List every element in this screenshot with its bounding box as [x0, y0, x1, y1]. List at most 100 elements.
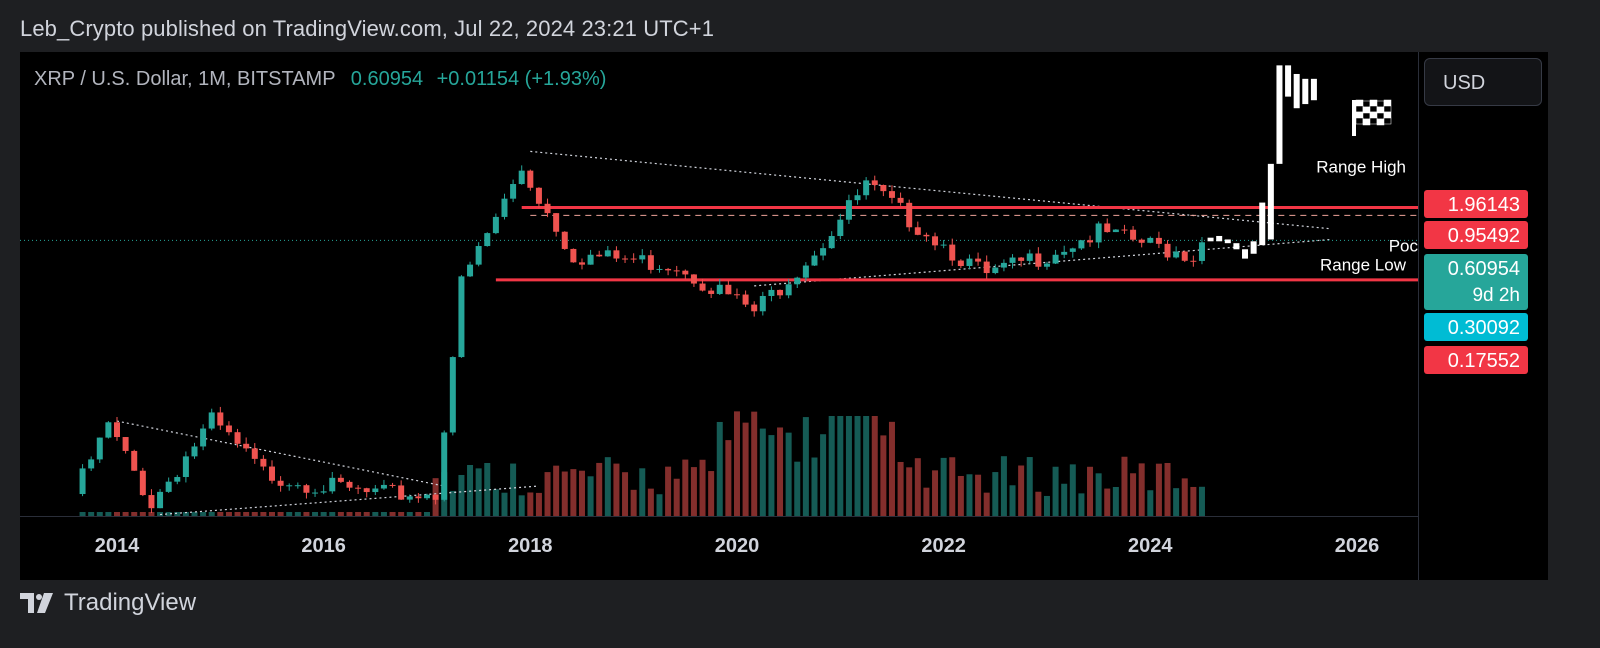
flag-cell [1355, 111, 1364, 119]
volume-bar [1130, 473, 1137, 516]
tradingview-logo-icon [20, 593, 53, 613]
candle [622, 258, 629, 260]
candle [329, 477, 336, 492]
volume-bar [225, 512, 232, 516]
projection-candle [1242, 249, 1249, 259]
price-badge-bg [1424, 221, 1528, 249]
volume-bar [320, 512, 327, 516]
time-scale-divider [20, 516, 1418, 517]
candle [355, 487, 362, 489]
volume-bar [647, 488, 654, 516]
volume-bar [277, 512, 284, 516]
candle [441, 432, 448, 500]
volume-bar [1112, 486, 1119, 516]
candle [1035, 253, 1042, 267]
candle [475, 246, 482, 265]
volume-bar [596, 462, 603, 516]
volume-bar [802, 417, 809, 516]
candle [406, 496, 413, 500]
volume-bar [716, 421, 723, 516]
flag-cell [1369, 99, 1378, 107]
wedge-lower-trendline [754, 238, 1332, 287]
candle [708, 290, 715, 294]
volume-bar [458, 474, 465, 516]
volume-bar [888, 421, 895, 516]
volume-bar [1035, 491, 1042, 516]
volume-bar [294, 512, 301, 516]
volume-bar [1155, 463, 1162, 516]
candle [260, 458, 267, 467]
candle [467, 264, 474, 277]
time-tick-2020: 2020 [715, 535, 760, 557]
trendlines [116, 150, 1332, 516]
candle [294, 485, 301, 487]
volume-bar [561, 471, 568, 516]
flag-cell [1369, 111, 1378, 119]
candle [131, 450, 138, 471]
volume-bar [449, 490, 456, 516]
volume-bar [122, 512, 129, 516]
candle [191, 446, 198, 457]
flag-cell [1362, 106, 1371, 114]
candle [1009, 257, 1016, 263]
volume-bar [957, 475, 964, 516]
volume-bar [699, 459, 706, 516]
candle [975, 258, 982, 262]
projection-candle [1267, 163, 1274, 240]
volume-bar [139, 512, 146, 516]
range-levels [20, 206, 1418, 282]
candle [811, 255, 818, 266]
candle [897, 197, 904, 203]
volume-bar [820, 434, 827, 516]
volume-bar [492, 489, 499, 516]
candle [501, 198, 508, 217]
volume-bar [518, 495, 525, 516]
volume-bar [845, 416, 852, 516]
candle [828, 236, 835, 249]
volume-bar [665, 466, 672, 516]
volume-bar [811, 457, 818, 516]
flag-cell [1362, 118, 1371, 126]
volume-bar [1164, 463, 1171, 516]
volume-bar [639, 468, 646, 516]
flag-cell [1376, 100, 1385, 108]
footer-brand: TradingView [64, 589, 197, 616]
candle [699, 283, 706, 291]
candle [1087, 240, 1094, 243]
volume-bar [79, 512, 86, 516]
volume-bar [251, 512, 258, 516]
published-line: Leb_Crypto published on TradingView.com,… [20, 16, 715, 41]
volume-bar [96, 512, 103, 516]
volume-bar [527, 492, 534, 516]
candle [225, 425, 232, 433]
volume-bar [363, 512, 370, 516]
volume-bar [992, 472, 999, 516]
candle [415, 496, 422, 499]
time-tick-2024: 2024 [1128, 535, 1173, 557]
volume-bar [725, 440, 732, 516]
currency-button[interactable]: USD [1424, 58, 1542, 106]
volume-bar [613, 463, 620, 516]
candle [398, 485, 405, 500]
volume-bar [570, 469, 577, 516]
volume-bar [785, 432, 792, 516]
candle [1043, 263, 1050, 267]
candle [802, 265, 809, 278]
candle [1121, 229, 1128, 231]
candle [458, 276, 465, 358]
time-axis: 2014 2016 2018 2020 2022 2024 2026 [95, 535, 1379, 557]
flag-cell [1376, 112, 1385, 120]
candle [114, 422, 120, 438]
price-badge-bg [1424, 254, 1528, 310]
volume-bar [260, 512, 267, 516]
candle [251, 448, 258, 459]
projection-candle [1250, 241, 1257, 254]
candle [742, 294, 749, 305]
volume-bar [475, 468, 482, 516]
chart-panel[interactable]: Range High Poc Range Low 2014 2016 2018 2020 2… [20, 52, 1548, 580]
volume-bar [312, 512, 319, 516]
volume-bar [742, 422, 749, 516]
candle [570, 248, 577, 263]
volume-bar [975, 474, 982, 516]
